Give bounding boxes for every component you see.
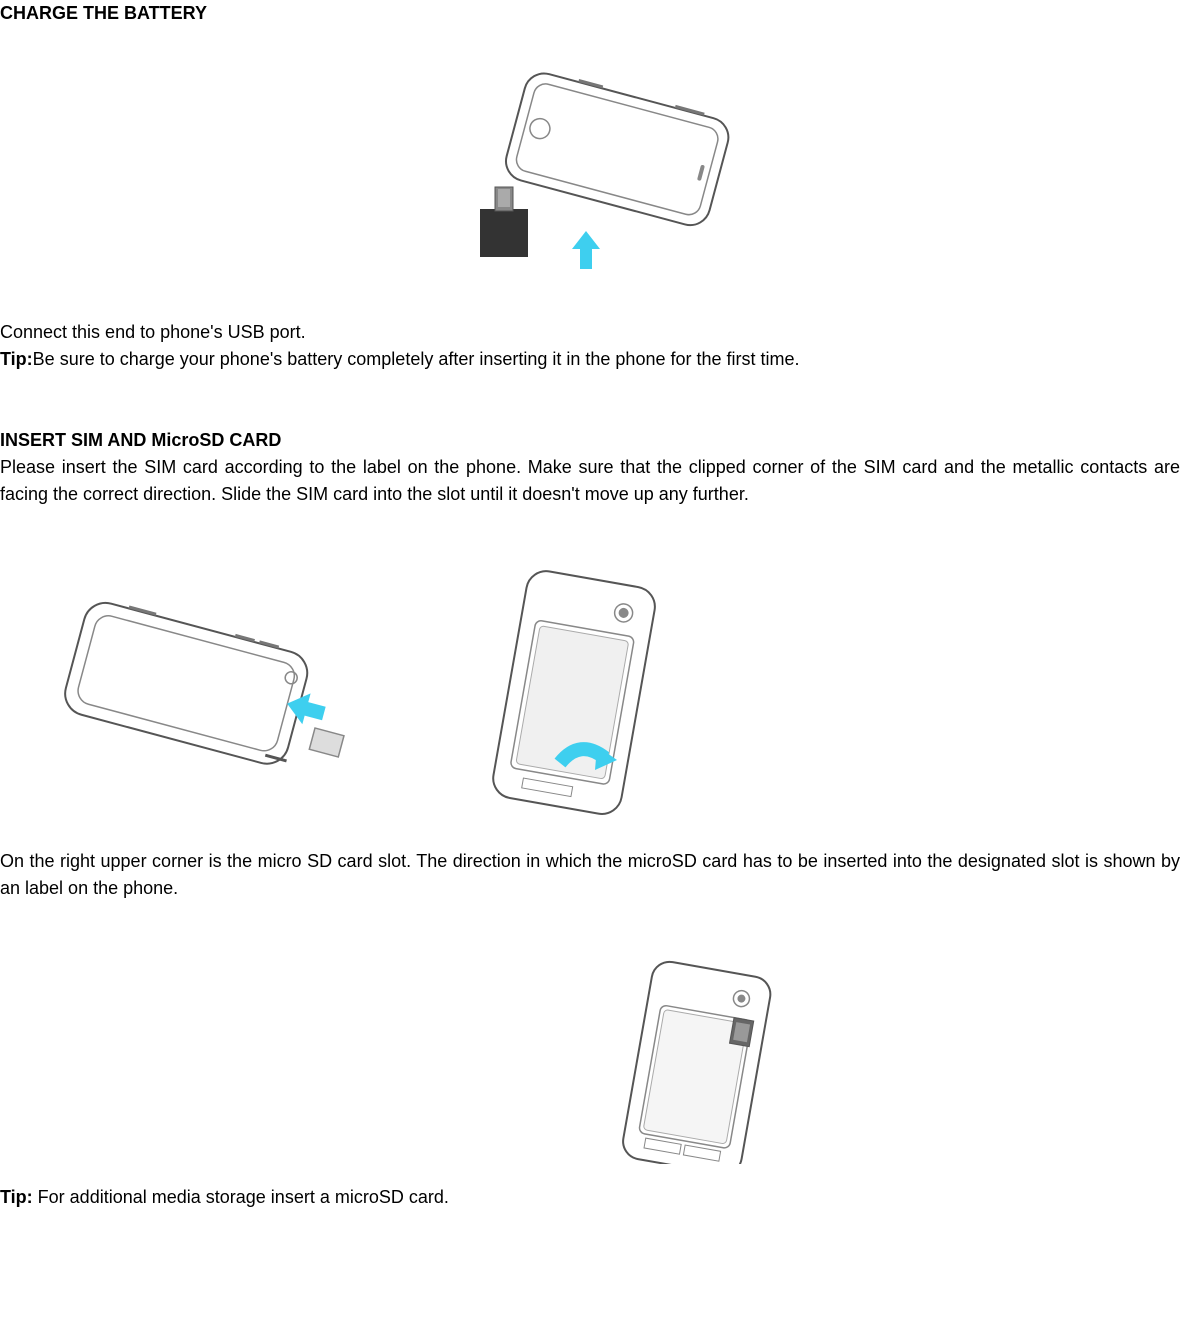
- phone-microsd-illustration: [585, 944, 875, 1164]
- illustration-sim-pair: [60, 548, 1180, 828]
- tip-microsd: Tip: For additional media storage insert…: [0, 1184, 1180, 1211]
- section-charge-battery: CHARGE THE BATTERY: [0, 0, 1180, 373]
- tip-text-2: For additional media storage insert a mi…: [33, 1187, 449, 1207]
- illustration-microsd: [0, 944, 1180, 1172]
- phone-usb-illustration: [410, 39, 770, 299]
- phone-back-open-illustration: [460, 548, 750, 828]
- illustration-usb-charge: [0, 39, 1180, 307]
- text-connect-usb: Connect this end to phone's USB port.: [0, 319, 1180, 346]
- tip-label: Tip:: [0, 349, 33, 369]
- text-insert-sim: Please insert the SIM card according to …: [0, 454, 1180, 508]
- tip-text: Be sure to charge your phone's battery c…: [33, 349, 800, 369]
- text-microsd-slot: On the right upper corner is the micro S…: [0, 848, 1180, 902]
- tip-label-2: Tip:: [0, 1187, 33, 1207]
- heading-insert-sim: INSERT SIM AND MicroSD CARD: [0, 427, 1180, 454]
- section-insert-sim: INSERT SIM AND MicroSD CARD Please inser…: [0, 427, 1180, 1211]
- phone-side-insert-illustration: [60, 578, 380, 798]
- heading-charge-battery: CHARGE THE BATTERY: [0, 0, 1180, 27]
- tip-charge-battery: Tip:Be sure to charge your phone's batte…: [0, 346, 1180, 373]
